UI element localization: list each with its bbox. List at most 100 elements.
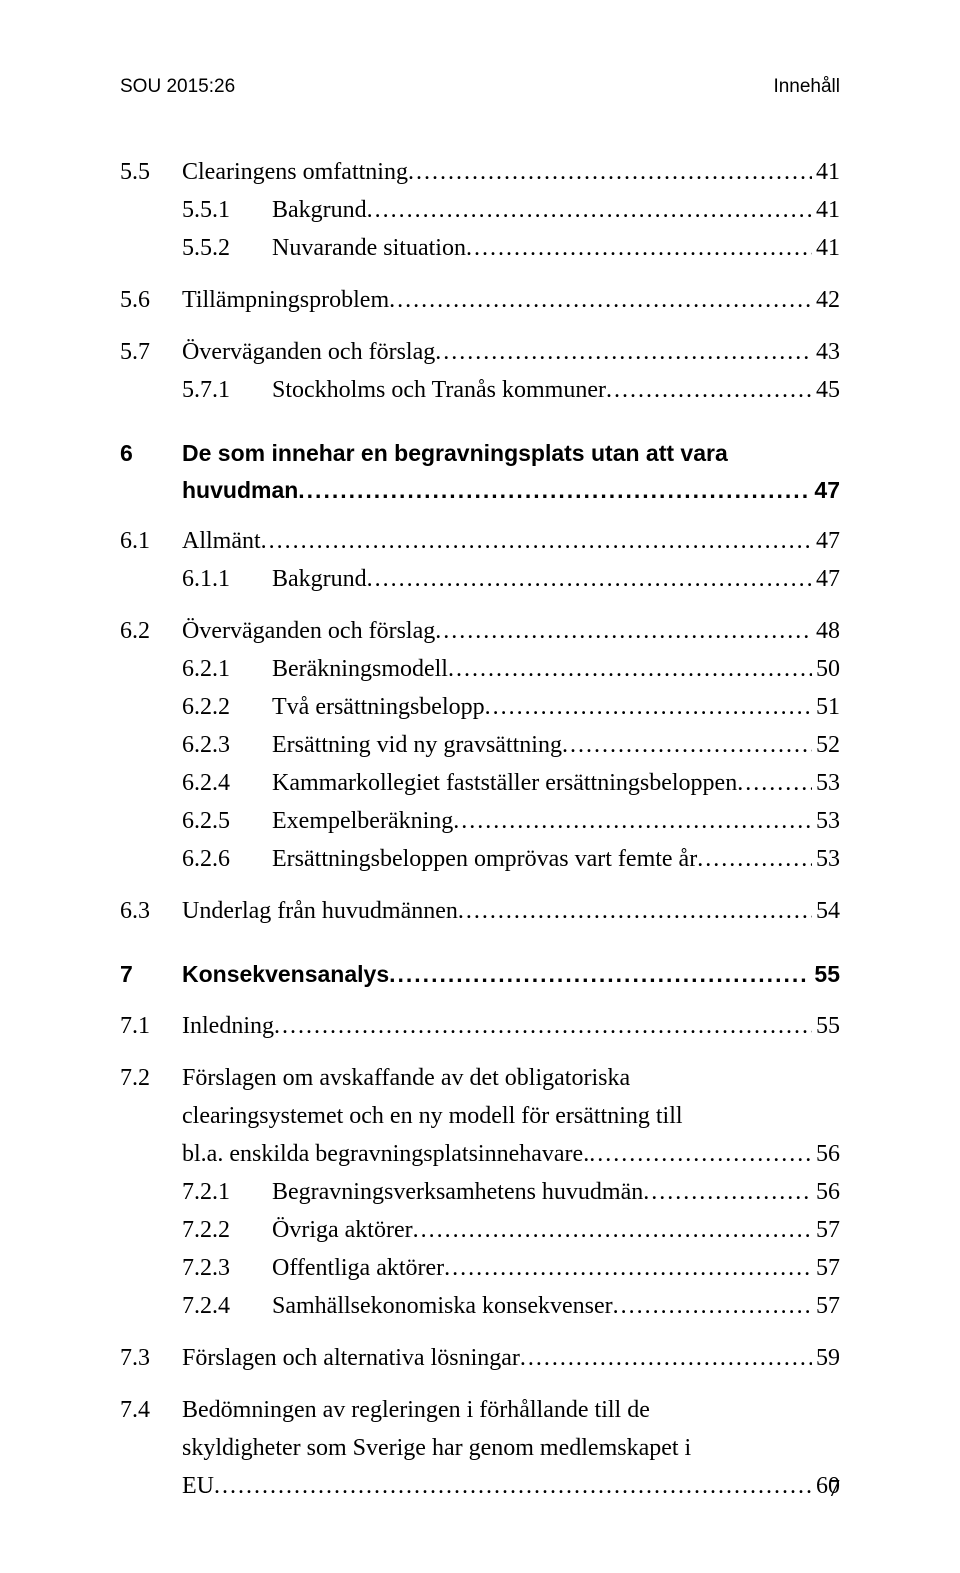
toc-title: De som innehar en begravningsplats utan …	[182, 436, 728, 471]
toc-title: Underlag från huvudmännen	[182, 893, 458, 929]
toc-page: 56	[812, 1136, 840, 1172]
toc-title: Bakgrund	[272, 561, 367, 597]
toc-row: 5.5Clearingens omfattning41	[120, 154, 840, 190]
toc-title: skyldigheter som Sverige har genom medle…	[182, 1430, 691, 1466]
toc-page: 51	[812, 689, 840, 725]
toc-title: Allmänt	[182, 523, 261, 559]
toc-title: EU	[182, 1468, 214, 1504]
toc-row: 6.2.1Beräkningsmodell50	[120, 651, 840, 687]
toc-row: 6.1Allmänt47	[120, 523, 840, 559]
toc-leader	[389, 282, 812, 318]
toc-title: Offentliga aktörer	[272, 1250, 444, 1286]
toc-number: 6.2.5	[120, 803, 272, 839]
toc-leader	[606, 372, 812, 408]
toc-leader	[389, 957, 810, 992]
toc-leader	[589, 1136, 812, 1172]
toc-leader	[408, 154, 812, 190]
toc-leader	[444, 1250, 812, 1286]
toc-entries: 5.5Clearingens omfattning415.5.1Bakgrund…	[120, 154, 840, 1504]
toc-title: Konsekvensanalys	[182, 957, 389, 992]
toc-title: Ersättningsbeloppen omprövas vart femte …	[272, 841, 697, 877]
toc-title: Samhällsekonomiska konsekvenser	[272, 1288, 613, 1324]
toc-page: 41	[812, 154, 840, 190]
toc-page: 41	[812, 192, 840, 228]
toc-number: 6.3	[120, 893, 182, 929]
toc-leader	[435, 613, 812, 649]
toc-page: 52	[812, 727, 840, 763]
header-left: SOU 2015:26	[120, 76, 235, 98]
toc-title: Clearingens omfattning	[182, 154, 408, 190]
toc-title: Inledning	[182, 1008, 274, 1044]
toc-number: 6.2	[120, 613, 182, 649]
toc-leader	[697, 841, 812, 877]
toc-title: Begravningsverksamhetens huvudmän	[272, 1174, 643, 1210]
toc-page: 57	[812, 1212, 840, 1248]
toc-leader	[453, 803, 812, 839]
toc-leader	[643, 1174, 812, 1210]
toc-page: 53	[812, 765, 840, 801]
toc-row: bl.a. enskilda begravningsplatsinnehavar…	[120, 1136, 840, 1172]
toc-title: Stockholms och Tranås kommuner	[272, 372, 606, 408]
toc-leader	[466, 230, 812, 266]
page: SOU 2015:26 Innehåll 5.5Clearingens omfa…	[0, 0, 960, 1573]
toc-page: 43	[812, 334, 840, 370]
toc-page: 54	[812, 893, 840, 929]
toc-number: 6.2.4	[120, 765, 272, 801]
toc-page: 57	[812, 1250, 840, 1286]
toc-number: 5.5.1	[120, 192, 272, 228]
toc-row: 5.7Överväganden och förslag43	[120, 334, 840, 370]
toc-title: Två ersättningsbelopp	[272, 689, 485, 725]
toc-leader	[458, 893, 812, 929]
toc-page: 56	[812, 1174, 840, 1210]
toc-row: 7.1Inledning55	[120, 1008, 840, 1044]
toc-leader	[562, 727, 812, 763]
toc-title: Överväganden och förslag	[182, 334, 435, 370]
toc-row: 5.5.1Bakgrund41	[120, 192, 840, 228]
toc-row: skyldigheter som Sverige har genom medle…	[120, 1430, 840, 1466]
toc-number: 6.2.2	[120, 689, 272, 725]
toc-leader	[737, 765, 812, 801]
toc-row: 5.5.2Nuvarande situation41	[120, 230, 840, 266]
toc-number: 7.2.3	[120, 1250, 272, 1286]
toc-row: 6.2.5Exempelberäkning 53	[120, 803, 840, 839]
toc-row: EU60	[120, 1468, 840, 1504]
toc-number: 6.2.3	[120, 727, 272, 763]
toc-row: 5.7.1Stockholms och Tranås kommuner45	[120, 372, 840, 408]
toc-title: Nuvarande situation	[272, 230, 466, 266]
toc-title: Övriga aktörer	[272, 1212, 413, 1248]
toc-title: Exempelberäkning	[272, 803, 453, 839]
toc-page: 42	[812, 282, 840, 318]
toc-row: 6.2.6Ersättningsbeloppen omprövas vart f…	[120, 841, 840, 877]
toc-page: 59	[812, 1340, 840, 1376]
toc-row: 6De som innehar en begravningsplats utan…	[120, 436, 840, 471]
page-header: SOU 2015:26 Innehåll	[120, 76, 840, 98]
toc-row: 6.2Överväganden och förslag48	[120, 613, 840, 649]
toc-title: Tillämpningsproblem	[182, 282, 389, 318]
toc-title: Förslagen och alternativa lösningar	[182, 1340, 520, 1376]
toc-leader	[367, 192, 812, 228]
toc-title: clearingsystemet och en ny modell för er…	[182, 1098, 683, 1134]
toc-leader	[367, 561, 812, 597]
toc-leader	[413, 1212, 812, 1248]
toc-page: 53	[812, 841, 840, 877]
toc-row: 5.6Tillämpningsproblem42	[120, 282, 840, 318]
toc-row: 6.3Underlag från huvudmännen 54	[120, 893, 840, 929]
toc-row: 7.3Förslagen och alternativa lösningar 59	[120, 1340, 840, 1376]
toc-number: 7.3	[120, 1340, 182, 1376]
toc-page: 50	[812, 651, 840, 687]
toc-title: Överväganden och förslag	[182, 613, 435, 649]
toc-page: 53	[812, 803, 840, 839]
toc-number: 7.1	[120, 1008, 182, 1044]
toc-number: 7.4	[120, 1392, 182, 1428]
toc-title: Kammarkollegiet fastställer ersättningsb…	[272, 765, 737, 801]
toc-title: Bedömningen av regleringen i förhållande…	[182, 1392, 650, 1428]
page-number: 7	[828, 1476, 840, 1503]
toc-number: 7.2.1	[120, 1174, 272, 1210]
toc-leader	[261, 523, 812, 559]
toc-row: huvudman47	[120, 473, 840, 508]
toc-number: 6.1	[120, 523, 182, 559]
toc-number: 7	[120, 957, 182, 992]
toc-number: 7.2.2	[120, 1212, 272, 1248]
toc-page: 47	[812, 561, 840, 597]
header-right: Innehåll	[773, 76, 840, 98]
